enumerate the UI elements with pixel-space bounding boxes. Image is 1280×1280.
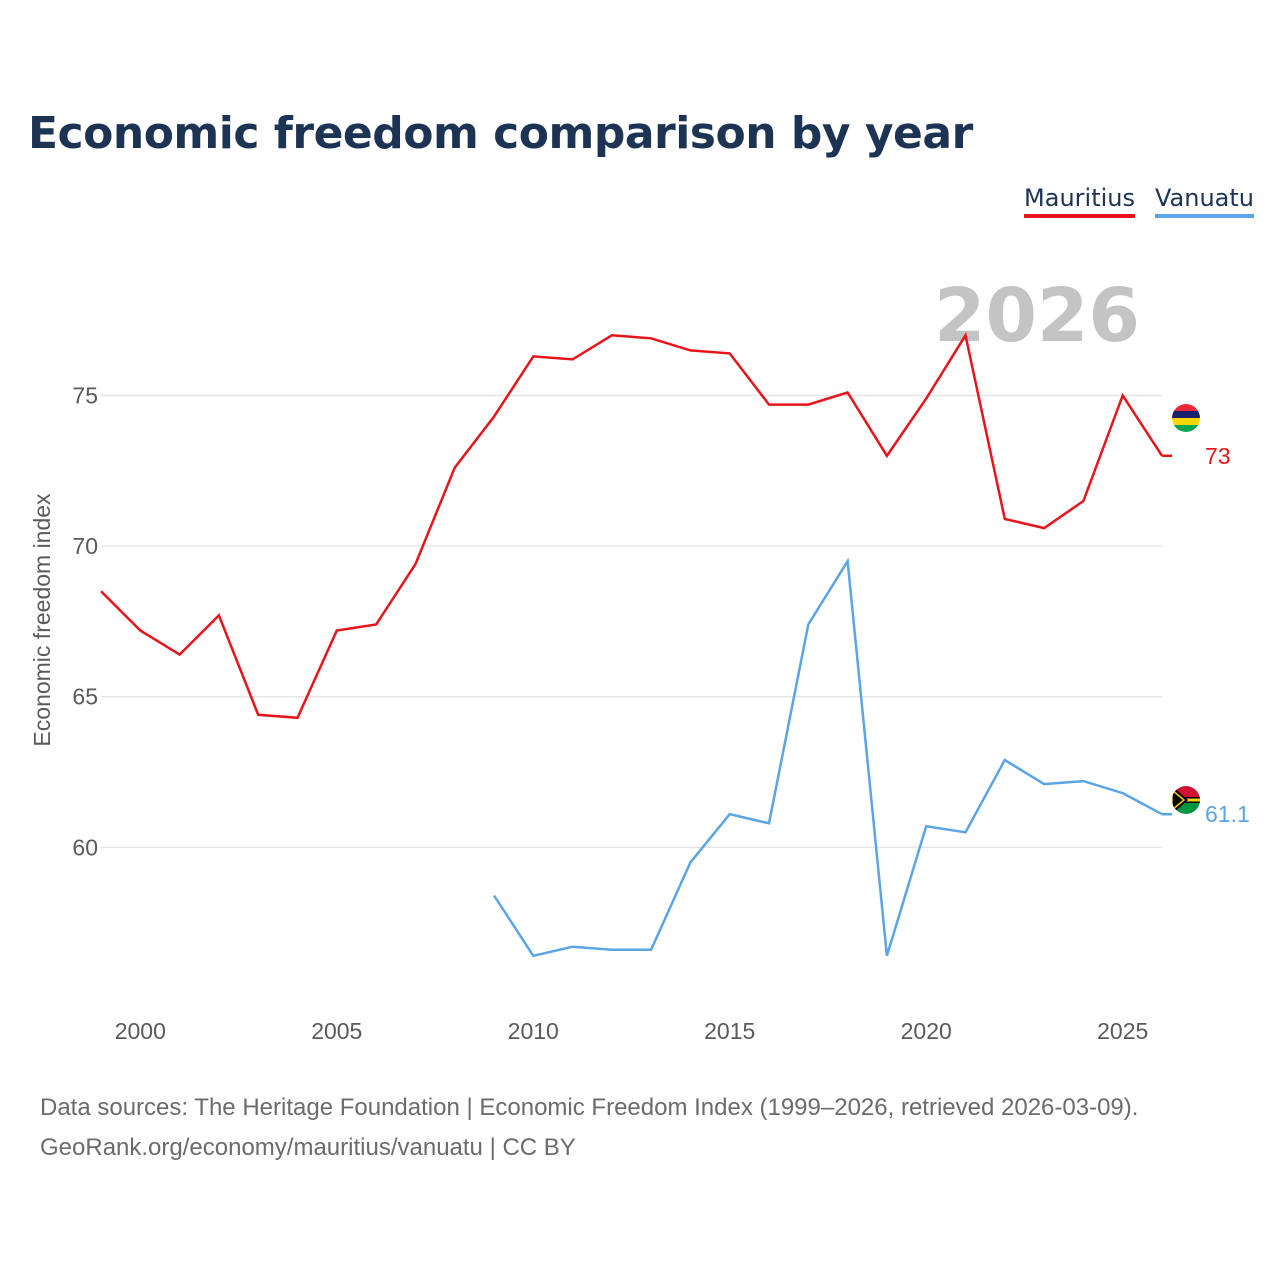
- x-tick-label: 2020: [901, 1018, 952, 1044]
- chart-title: Economic freedom comparison by year: [28, 108, 973, 159]
- x-tick-label: 2010: [508, 1018, 559, 1044]
- end-label-mauritius: 73: [1205, 443, 1231, 469]
- y-axis-label: Economic freedom index: [29, 493, 55, 747]
- legend-item-vanuatu[interactable]: Vanuatu: [1154, 184, 1254, 218]
- vanuatu-flag-icon: [1172, 786, 1200, 814]
- y-tick-label: 60: [72, 834, 98, 860]
- x-tick-label: 2025: [1097, 1018, 1148, 1044]
- end-label-vanuatu: 61.1: [1205, 801, 1250, 827]
- y-tick-label: 75: [72, 383, 98, 409]
- source-line-1: Data sources: The Heritage Foundation | …: [40, 1094, 1139, 1121]
- series-line-vanuatu[interactable]: [492, 557, 1163, 958]
- source-line-2[interactable]: GeoRank.org/economy/mauritius/vanuatu | …: [40, 1134, 576, 1161]
- source-note: Data sources: The Heritage Foundation | …: [40, 1088, 1138, 1168]
- series-line-mauritius[interactable]: [100, 332, 1164, 720]
- legend: Mauritius Vanuatu: [1024, 184, 1254, 218]
- year-overlay: 2026: [934, 273, 1140, 359]
- mauritius-flag-icon: [1172, 404, 1200, 432]
- y-tick-label: 70: [72, 533, 98, 559]
- legend-item-mauritius[interactable]: Mauritius: [1024, 184, 1135, 218]
- x-tick-label: 2000: [115, 1018, 166, 1044]
- x-tick-label: 2005: [311, 1018, 362, 1044]
- y-tick-label: 65: [72, 684, 98, 710]
- x-tick-label: 2015: [704, 1018, 755, 1044]
